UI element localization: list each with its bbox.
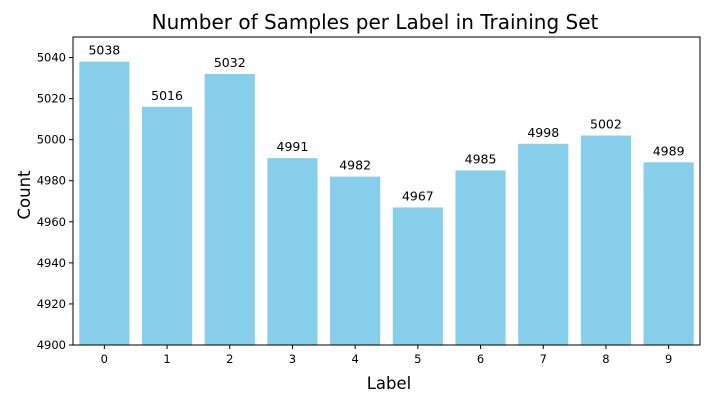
- y-tick-label-5040: 5040: [37, 51, 66, 65]
- bar-4: [330, 176, 381, 345]
- chart-title: Number of Samples per Label in Training …: [152, 10, 599, 34]
- x-tick-label-0: 0: [101, 352, 108, 366]
- x-axis-title: Label: [367, 374, 412, 393]
- data-label-4: 4982: [339, 158, 371, 173]
- x-tick-label-6: 6: [477, 352, 484, 366]
- x-tick-label-5: 5: [414, 352, 421, 366]
- data-label-3: 4991: [277, 139, 309, 154]
- x-tick-label-9: 9: [665, 352, 672, 366]
- y-tick-label-5020: 5020: [37, 92, 66, 106]
- data-label-8: 5002: [590, 117, 622, 132]
- y-tick-label-4960: 4960: [37, 215, 66, 229]
- x-tick-label-2: 2: [226, 352, 233, 366]
- x-tick-label-7: 7: [540, 352, 547, 366]
- bar-7: [518, 143, 569, 345]
- bar-8: [580, 135, 632, 345]
- y-tick-label-4940: 4940: [37, 256, 66, 270]
- bar-5: [392, 207, 443, 345]
- data-label-0: 5038: [88, 43, 120, 58]
- y-tick-label-4920: 4920: [37, 297, 66, 311]
- x-tick-label-3: 3: [289, 352, 296, 366]
- plot-area: 5038 0 5016 1 5032 2 4991 3 4982 4 4967 5 4985 6 4998 7…: [37, 36, 701, 366]
- data-label-6: 4985: [465, 151, 497, 166]
- bar-3: [267, 158, 318, 345]
- y-tick-label-5000: 5000: [37, 133, 66, 147]
- plot-frame: [72, 36, 701, 346]
- bar-0: [79, 61, 130, 345]
- y-axis-title: Count: [15, 170, 34, 220]
- x-tick-label-1: 1: [163, 352, 170, 366]
- x-tick-label-8: 8: [602, 352, 609, 366]
- data-label-7: 4998: [527, 125, 559, 140]
- data-label-1: 5016: [151, 88, 183, 103]
- data-label-5: 4967: [402, 188, 434, 203]
- bar-1: [141, 106, 193, 345]
- data-label-2: 5032: [214, 55, 246, 70]
- data-label-9: 4989: [653, 143, 685, 158]
- bar-6: [455, 170, 506, 345]
- y-tick-label-4980: 4980: [37, 174, 66, 188]
- y-tick-label-4900: 4900: [37, 338, 66, 352]
- bar-9: [643, 162, 694, 345]
- x-tick-label-4: 4: [351, 352, 358, 366]
- bar-2: [204, 73, 255, 346]
